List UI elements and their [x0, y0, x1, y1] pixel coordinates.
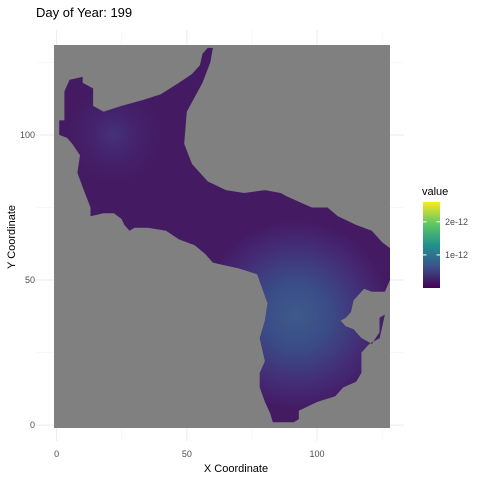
- legend-tick-label: 1e-12: [445, 250, 468, 260]
- secondary-glow: [59, 74, 174, 195]
- legend-ticks: 1e-12 2e-12: [423, 217, 468, 260]
- plot-title: Day of Year: 199: [36, 5, 132, 20]
- y-axis-label: Y Coordinate: [6, 205, 18, 269]
- x-tick-label: 100: [310, 449, 325, 459]
- y-tick-label: 100: [20, 130, 35, 140]
- y-tick-label: 0: [30, 420, 35, 430]
- y-tick-label: 50: [25, 275, 35, 285]
- x-axis-label: X Coordinate: [204, 463, 268, 475]
- x-tick-label: 50: [182, 449, 192, 459]
- legend-title: value: [422, 186, 448, 198]
- x-tick-label: 0: [54, 449, 59, 459]
- y-axis-ticks: 0 50 100: [20, 130, 35, 430]
- x-axis-ticks: 0 50 100: [54, 449, 324, 459]
- legend-colorbar: [423, 202, 440, 288]
- legend-tick-label: 2e-12: [445, 217, 468, 227]
- legend: value 1e-12 2e-12: [422, 186, 468, 288]
